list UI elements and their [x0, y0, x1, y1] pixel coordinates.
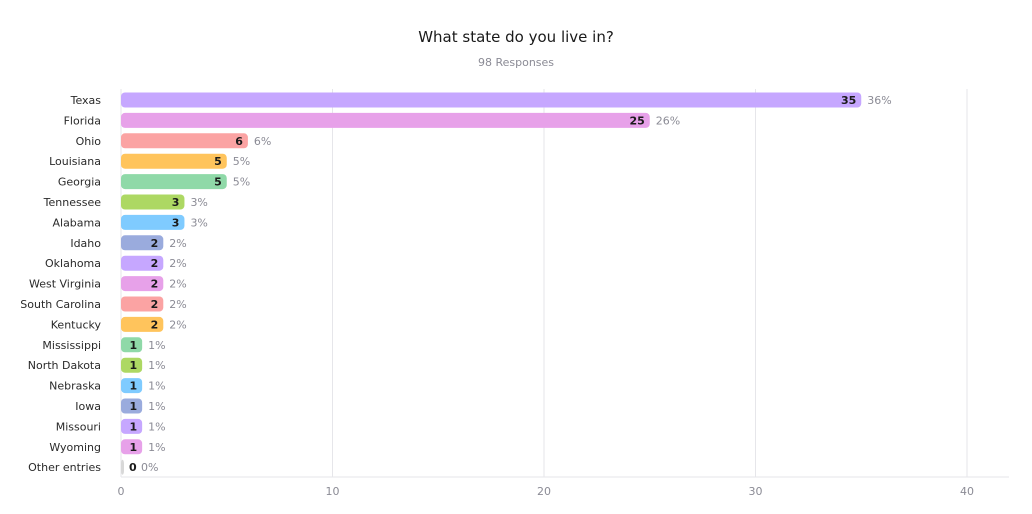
bar-percent-label: 2% — [169, 257, 186, 270]
bar-percent-label: 1% — [148, 400, 165, 413]
bar[interactable] — [121, 153, 227, 169]
bar-percent-label: 5% — [233, 176, 250, 189]
bar[interactable] — [121, 398, 143, 414]
bar[interactable] — [121, 459, 124, 475]
x-tick-label: 20 — [537, 485, 551, 498]
bar-value-label: 1 — [129, 400, 137, 413]
bar[interactable] — [121, 357, 143, 373]
bar[interactable] — [121, 235, 164, 251]
bar[interactable] — [121, 255, 164, 271]
bar-value-label: 3 — [172, 196, 180, 209]
bar-value-label: 5 — [214, 155, 222, 168]
category-label: Oklahoma — [45, 257, 101, 270]
category-label: Missouri — [56, 420, 101, 433]
bar-value-label: 0 — [129, 461, 137, 474]
bar-value-label: 2 — [151, 237, 159, 250]
bar-percent-label: 0% — [141, 461, 158, 474]
bar-value-label: 2 — [151, 278, 159, 291]
category-label: Louisiana — [49, 155, 101, 168]
bar-value-label: 35 — [841, 94, 856, 107]
bar-value-label: 1 — [129, 359, 137, 372]
category-label: Texas — [70, 94, 102, 107]
bar-percent-label: 1% — [148, 359, 165, 372]
category-label: Nebraska — [49, 380, 101, 393]
bar-value-label: 2 — [151, 298, 159, 311]
bar[interactable] — [121, 378, 143, 394]
bar[interactable] — [121, 92, 862, 108]
bar-value-label: 1 — [129, 380, 137, 393]
bar-percent-label: 1% — [148, 380, 165, 393]
bar-value-label: 1 — [129, 441, 137, 454]
bar-value-label: 25 — [629, 114, 644, 127]
category-label: Tennessee — [43, 196, 102, 209]
bar[interactable] — [121, 418, 143, 434]
bar-value-label: 3 — [172, 216, 180, 229]
bar[interactable] — [121, 337, 143, 353]
bar[interactable] — [121, 133, 248, 149]
bar-value-label: 2 — [151, 257, 159, 270]
category-label: Ohio — [76, 135, 102, 148]
bar[interactable] — [121, 214, 185, 230]
bar-percent-label: 2% — [169, 298, 186, 311]
category-label: Mississippi — [42, 339, 101, 352]
bar-percent-label: 26% — [656, 114, 680, 127]
bar[interactable] — [121, 112, 650, 128]
category-label: Iowa — [75, 400, 101, 413]
category-label: Florida — [64, 114, 101, 127]
bar-percent-label: 3% — [190, 216, 207, 229]
category-label: Wyoming — [49, 441, 101, 454]
bar-percent-label: 1% — [148, 441, 165, 454]
bar[interactable] — [121, 174, 227, 190]
bar[interactable] — [121, 296, 164, 312]
category-label: Alabama — [52, 216, 101, 229]
chart-subtitle: 98 Responses — [477, 56, 555, 69]
bar-value-label: 2 — [151, 318, 159, 331]
x-tick-label: 10 — [326, 485, 340, 498]
category-label: Kentucky — [51, 318, 102, 331]
category-label: South Carolina — [20, 298, 101, 311]
bar-value-label: 1 — [129, 339, 137, 352]
bar-value-label: 6 — [235, 135, 243, 148]
category-label: Other entries — [28, 461, 101, 474]
bar[interactable] — [121, 194, 185, 210]
x-tick-label: 40 — [960, 485, 974, 498]
bar-value-label: 5 — [214, 176, 222, 189]
bar-percent-label: 2% — [169, 278, 186, 291]
bar-percent-label: 2% — [169, 318, 186, 331]
bar-percent-label: 5% — [233, 155, 250, 168]
bar-percent-label: 6% — [254, 135, 271, 148]
x-tick-label: 30 — [749, 485, 763, 498]
chart-title: What state do you live in? — [418, 28, 614, 46]
bar[interactable] — [121, 276, 164, 292]
category-label: West Virginia — [29, 278, 101, 291]
bar-percent-label: 1% — [148, 420, 165, 433]
bar[interactable] — [121, 316, 164, 332]
bar-percent-label: 1% — [148, 339, 165, 352]
category-label: North Dakota — [28, 359, 101, 372]
bar-value-label: 1 — [129, 420, 137, 433]
bar[interactable] — [121, 439, 143, 455]
bar-percent-label: 36% — [867, 94, 891, 107]
bar-percent-label: 3% — [190, 196, 207, 209]
bar-percent-label: 2% — [169, 237, 186, 250]
category-label: Georgia — [58, 176, 101, 189]
category-label: Idaho — [70, 237, 101, 250]
x-tick-label: 0 — [118, 485, 125, 498]
